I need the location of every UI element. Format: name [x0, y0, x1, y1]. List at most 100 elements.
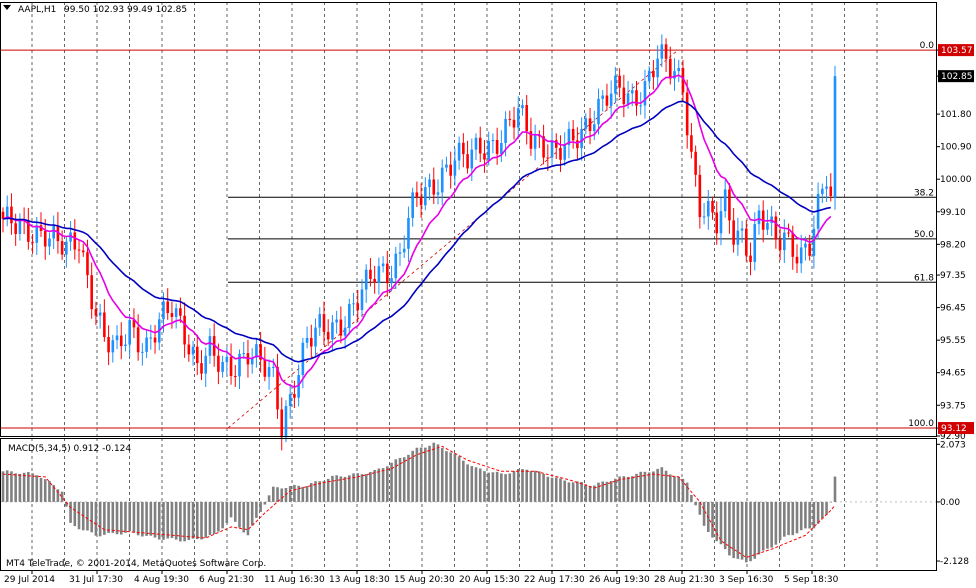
candle: [576, 140, 579, 149]
candle: [753, 224, 757, 262]
macd-bar: [516, 469, 520, 502]
candle: [364, 269, 368, 290]
macd-tick-label: 0.00: [940, 498, 960, 508]
candle: [833, 76, 837, 198]
date-tick-label: 20 Aug 15:30: [459, 575, 520, 585]
macd-bar: [690, 494, 693, 502]
date-tick-label: 3 Sep 16:30: [719, 575, 774, 585]
candle: [504, 118, 507, 144]
macd-bar: [449, 452, 452, 502]
macd-bar: [440, 447, 444, 502]
candle: [428, 179, 431, 188]
candle: [546, 157, 550, 159]
macd-bar: [31, 473, 34, 502]
macd-bar: [132, 501, 136, 533]
candle: [643, 81, 647, 106]
candle: [183, 315, 186, 345]
macd-bar: [740, 501, 744, 560]
candle: [521, 105, 524, 109]
price-tick-label: 101.80: [940, 110, 972, 120]
candle: [787, 232, 790, 234]
candle: [491, 139, 495, 142]
macd-bar: [812, 501, 816, 529]
macd-bar: [829, 501, 833, 503]
candle: [614, 75, 617, 94]
macd-bar: [221, 501, 224, 529]
macd-bar: [605, 481, 609, 502]
macd-bar: [297, 485, 300, 502]
macd-bar: [614, 478, 617, 502]
candle: [293, 394, 296, 398]
macd-bar: [377, 468, 381, 502]
macd-bar: [495, 471, 499, 502]
macd-bar: [685, 482, 689, 502]
macd-bar: [508, 473, 512, 502]
candle: [584, 118, 588, 129]
macd-bar: [474, 467, 478, 502]
macd-bar: [183, 501, 186, 542]
macd-bar: [390, 462, 393, 502]
candle: [18, 219, 22, 234]
candle: [605, 95, 609, 106]
candle: [204, 355, 208, 374]
candle: [487, 141, 490, 160]
candle: [65, 241, 68, 255]
candle: [554, 140, 558, 148]
candle: [356, 303, 360, 311]
candle: [149, 337, 153, 339]
candle: [90, 275, 93, 310]
candle: [255, 344, 258, 358]
candle: [635, 90, 638, 106]
candle: [297, 375, 300, 398]
macd-bar: [715, 501, 719, 542]
macd-bar: [808, 501, 811, 529]
macd-bar: [250, 501, 254, 526]
macd-bar: [5, 470, 9, 502]
macd-bar: [280, 488, 284, 502]
macd-bar: [94, 501, 98, 536]
macd-bar: [791, 501, 795, 536]
macd-bar: [394, 459, 398, 502]
candle: [73, 232, 77, 250]
macd-bar: [335, 475, 338, 502]
candle: [474, 137, 478, 150]
candle: [170, 313, 174, 317]
date-tick-label: 6 Aug 21:30: [199, 575, 254, 585]
candle: [128, 320, 132, 345]
price-tick-label: 100.00: [940, 175, 972, 185]
chart-menu-icon[interactable]: [3, 5, 11, 10]
macd-bar: [56, 489, 60, 502]
candle: [715, 212, 719, 234]
macd-bar: [157, 501, 161, 540]
candle: [791, 232, 795, 257]
candle: [419, 196, 423, 206]
candle: [208, 336, 212, 356]
candle: [618, 75, 621, 88]
macd-bar: [647, 472, 651, 502]
candle: [14, 223, 17, 234]
candle: [221, 362, 224, 372]
candle: [179, 308, 182, 316]
candle: [483, 153, 486, 160]
price-tick-label: 96.45: [940, 304, 966, 314]
macd-bar: [18, 473, 22, 502]
macd-bar: [436, 444, 440, 502]
candle: [314, 327, 317, 347]
fib-level-label: 100.0: [908, 419, 934, 429]
candle: [229, 356, 233, 377]
candle: [829, 186, 833, 197]
candle: [440, 167, 444, 193]
macd-bar: [310, 483, 313, 502]
macd-bar: [592, 485, 596, 502]
fib-level-label: 61.8: [914, 273, 934, 283]
candle: [542, 136, 545, 158]
macd-bar: [821, 501, 824, 519]
candle: [390, 278, 393, 284]
candle: [462, 142, 465, 155]
macd-bar: [27, 472, 30, 502]
macd-bar: [276, 487, 279, 502]
price-tick-label: 98.20: [940, 240, 966, 250]
candle: [411, 192, 414, 218]
candle: [466, 154, 469, 169]
